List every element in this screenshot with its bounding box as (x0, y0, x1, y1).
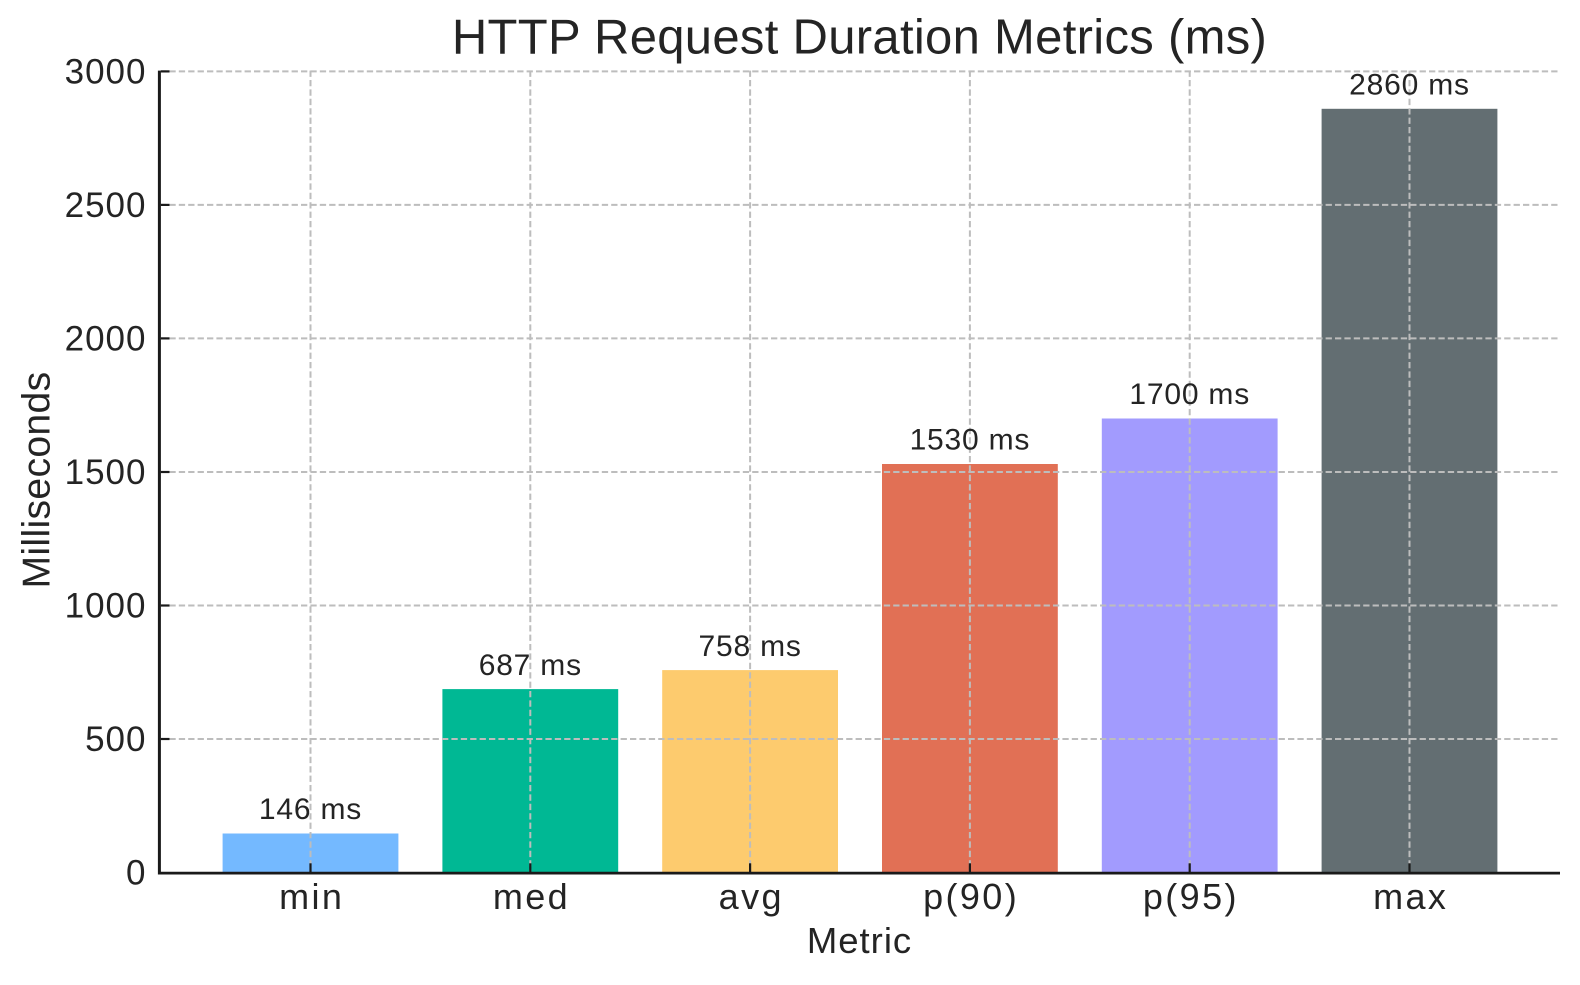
svg-text:max: max (1373, 876, 1448, 917)
svg-text:758 ms: 758 ms (699, 630, 802, 663)
svg-text:med: med (493, 876, 570, 917)
svg-text:2000: 2000 (65, 320, 147, 359)
svg-text:1500: 1500 (65, 453, 147, 492)
svg-text:Metric: Metric (807, 920, 912, 961)
svg-text:p(90): p(90) (923, 876, 1019, 917)
svg-text:avg: avg (719, 876, 784, 917)
svg-text:1700 ms: 1700 ms (1129, 378, 1250, 411)
svg-text:500: 500 (85, 720, 146, 759)
svg-text:min: min (279, 876, 344, 917)
svg-text:1000: 1000 (65, 587, 147, 626)
svg-text:2860 ms: 2860 ms (1349, 69, 1470, 102)
svg-text:3000: 3000 (65, 53, 147, 92)
svg-text:0: 0 (126, 854, 146, 893)
svg-text:HTTP Request Duration Metrics: HTTP Request Duration Metrics (ms) (452, 11, 1267, 65)
svg-text:1530 ms: 1530 ms (910, 424, 1031, 457)
svg-text:2500: 2500 (65, 186, 147, 225)
svg-text:146 ms: 146 ms (259, 793, 362, 826)
svg-text:Milliseconds: Milliseconds (16, 371, 59, 588)
svg-text:687 ms: 687 ms (479, 649, 582, 682)
svg-text:p(95): p(95) (1143, 876, 1239, 917)
